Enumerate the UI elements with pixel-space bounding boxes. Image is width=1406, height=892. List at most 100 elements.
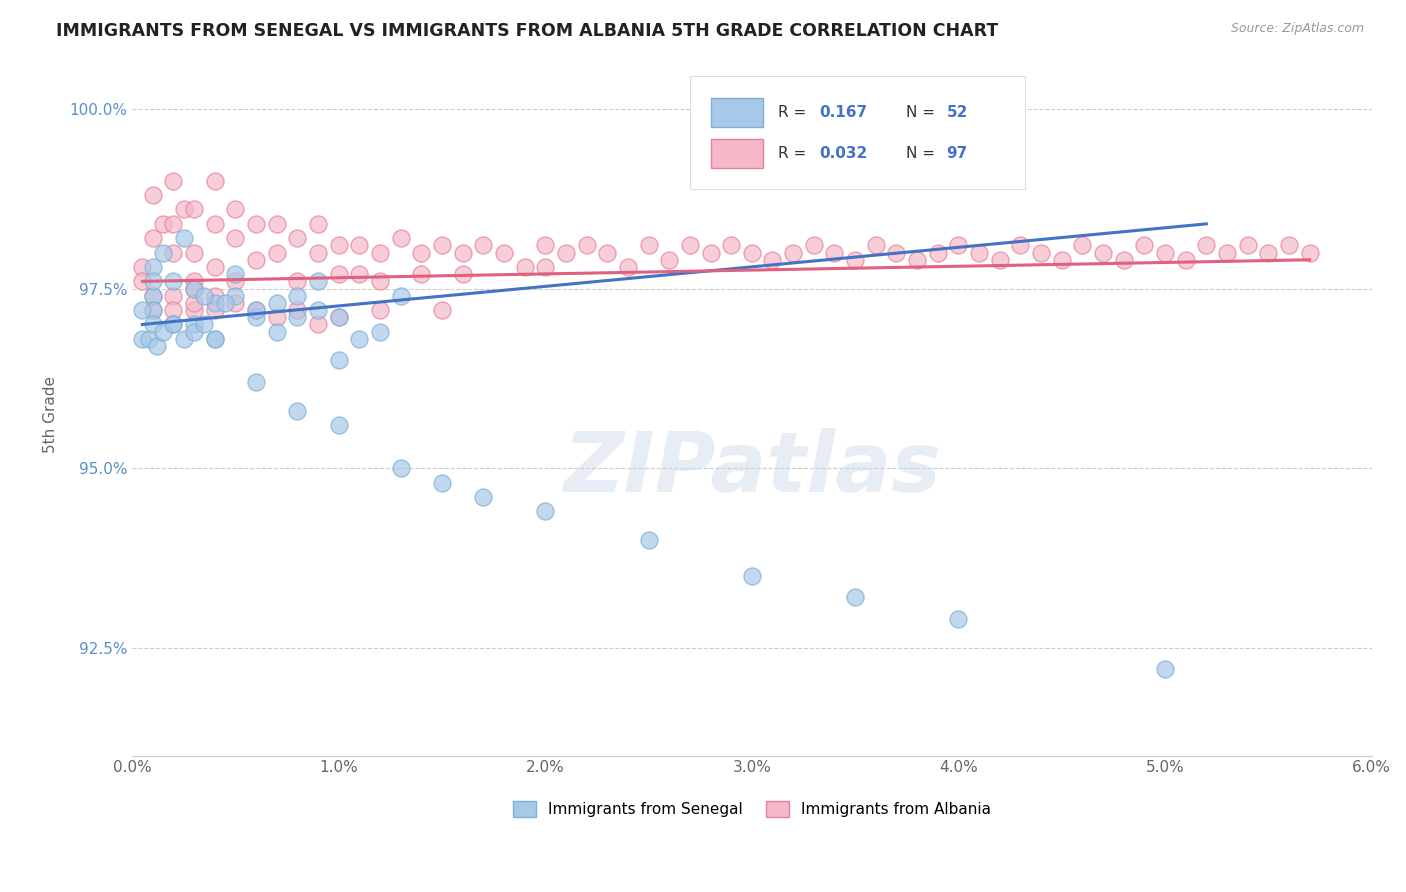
Immigrants from Albania	[142, 231, 165, 245]
Immigrants from Senegal	[948, 612, 970, 626]
FancyBboxPatch shape	[711, 139, 763, 168]
Immigrants from Albania	[142, 188, 165, 202]
Immigrants from Albania	[905, 252, 928, 267]
Immigrants from Albania	[1133, 238, 1156, 252]
Immigrants from Albania	[162, 289, 184, 303]
Immigrants from Albania	[844, 252, 866, 267]
Immigrants from Albania	[741, 245, 763, 260]
Text: 0.032: 0.032	[818, 146, 868, 161]
Immigrants from Senegal	[285, 289, 308, 303]
Immigrants from Senegal	[1154, 662, 1177, 676]
Immigrants from Albania	[183, 202, 205, 217]
Immigrants from Albania	[1278, 238, 1301, 252]
Immigrants from Albania	[534, 238, 557, 252]
Immigrants from Albania	[142, 289, 165, 303]
Immigrants from Albania	[204, 174, 226, 188]
Immigrants from Albania	[131, 260, 153, 274]
Immigrants from Senegal	[152, 245, 174, 260]
Immigrants from Albania	[927, 245, 949, 260]
Immigrants from Albania	[224, 202, 246, 217]
Immigrants from Albania	[782, 245, 804, 260]
Immigrants from Senegal	[214, 296, 236, 310]
Immigrants from Senegal	[472, 490, 495, 504]
Immigrants from Albania	[1029, 245, 1052, 260]
Immigrants from Senegal	[146, 339, 169, 353]
Immigrants from Albania	[1050, 252, 1073, 267]
Immigrants from Senegal	[741, 569, 763, 583]
Immigrants from Albania	[886, 245, 908, 260]
Immigrants from Albania	[534, 260, 557, 274]
Immigrants from Albania	[328, 238, 350, 252]
Immigrants from Albania	[162, 217, 184, 231]
Immigrants from Senegal	[285, 403, 308, 417]
Immigrants from Senegal	[152, 325, 174, 339]
Immigrants from Albania	[637, 238, 659, 252]
Text: 97: 97	[946, 146, 967, 161]
Text: N =: N =	[905, 105, 939, 120]
Immigrants from Albania	[803, 238, 825, 252]
Immigrants from Senegal	[138, 332, 160, 346]
Immigrants from Albania	[266, 245, 288, 260]
Immigrants from Senegal	[142, 318, 165, 332]
Immigrants from Albania	[1071, 238, 1094, 252]
Immigrants from Senegal	[349, 332, 371, 346]
Immigrants from Albania	[328, 267, 350, 281]
Immigrants from Albania	[967, 245, 990, 260]
Immigrants from Senegal	[131, 332, 153, 346]
Immigrants from Senegal	[328, 353, 350, 368]
Immigrants from Albania	[152, 217, 174, 231]
Immigrants from Senegal	[162, 274, 184, 288]
Immigrants from Albania	[554, 245, 576, 260]
Immigrants from Senegal	[173, 231, 195, 245]
Immigrants from Albania	[131, 274, 153, 288]
Immigrants from Senegal	[389, 461, 412, 475]
Immigrants from Albania	[368, 303, 391, 318]
Immigrants from Albania	[368, 274, 391, 288]
Text: R =: R =	[778, 105, 811, 120]
Immigrants from Albania	[285, 274, 308, 288]
Immigrants from Albania	[1010, 238, 1032, 252]
Immigrants from Albania	[430, 303, 453, 318]
Immigrants from Albania	[451, 267, 474, 281]
Immigrants from Senegal	[204, 332, 226, 346]
Immigrants from Senegal	[368, 325, 391, 339]
Immigrants from Albania	[411, 245, 433, 260]
Immigrants from Albania	[266, 310, 288, 325]
Immigrants from Senegal	[307, 303, 329, 318]
Text: IMMIGRANTS FROM SENEGAL VS IMMIGRANTS FROM ALBANIA 5TH GRADE CORRELATION CHART: IMMIGRANTS FROM SENEGAL VS IMMIGRANTS FR…	[56, 22, 998, 40]
Immigrants from Albania	[307, 217, 329, 231]
Text: 0.167: 0.167	[818, 105, 868, 120]
Immigrants from Albania	[1154, 245, 1177, 260]
Text: 52: 52	[946, 105, 967, 120]
Immigrants from Albania	[245, 303, 267, 318]
Immigrants from Albania	[575, 238, 598, 252]
Immigrants from Albania	[1174, 252, 1197, 267]
Immigrants from Albania	[988, 252, 1011, 267]
Immigrants from Albania	[679, 238, 702, 252]
Immigrants from Senegal	[328, 418, 350, 433]
Immigrants from Senegal	[193, 289, 215, 303]
Immigrants from Senegal	[142, 274, 165, 288]
Immigrants from Senegal	[131, 303, 153, 318]
Immigrants from Albania	[699, 245, 721, 260]
Immigrants from Senegal	[142, 260, 165, 274]
Immigrants from Albania	[865, 238, 887, 252]
Immigrants from Albania	[1216, 245, 1239, 260]
Immigrants from Albania	[368, 245, 391, 260]
FancyBboxPatch shape	[711, 98, 763, 127]
Y-axis label: 5th Grade: 5th Grade	[44, 376, 58, 453]
Immigrants from Albania	[513, 260, 536, 274]
Immigrants from Albania	[451, 245, 474, 260]
Immigrants from Senegal	[245, 310, 267, 325]
Legend: Immigrants from Senegal, Immigrants from Albania: Immigrants from Senegal, Immigrants from…	[506, 795, 997, 823]
Immigrants from Albania	[1195, 238, 1218, 252]
Immigrants from Senegal	[204, 296, 226, 310]
Immigrants from Albania	[720, 238, 742, 252]
Immigrants from Albania	[1257, 245, 1279, 260]
Immigrants from Albania	[430, 238, 453, 252]
Immigrants from Albania	[1298, 245, 1320, 260]
Text: Source: ZipAtlas.com: Source: ZipAtlas.com	[1230, 22, 1364, 36]
Immigrants from Albania	[204, 289, 226, 303]
Immigrants from Senegal	[193, 318, 215, 332]
Immigrants from Senegal	[328, 310, 350, 325]
